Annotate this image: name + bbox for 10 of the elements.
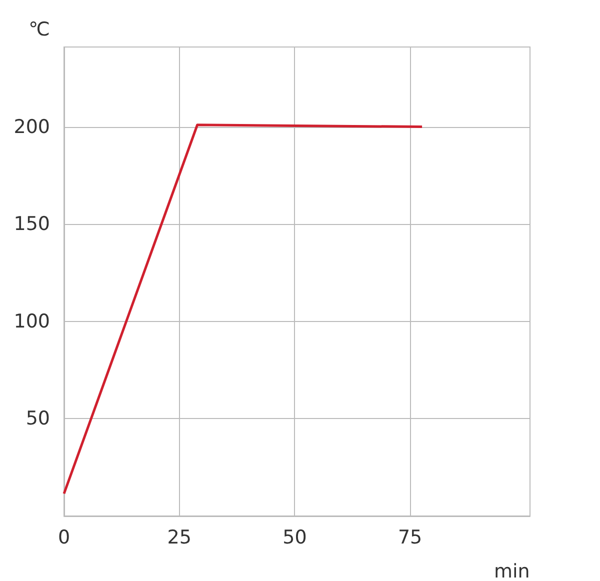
y-tick-label: 50 [26,408,50,430]
y-axis-title: ℃ [28,18,50,40]
x-tick-label: 75 [398,526,422,548]
x-tick-label: 50 [282,526,307,548]
x-tick-label: 0 [58,526,70,548]
y-tick-label: 100 [14,310,50,332]
x-axis-title: min [494,560,530,581]
x-tick-label: 25 [167,526,192,548]
y-tick-label: 150 [14,213,50,236]
y-tick-label: 200 [14,116,50,138]
